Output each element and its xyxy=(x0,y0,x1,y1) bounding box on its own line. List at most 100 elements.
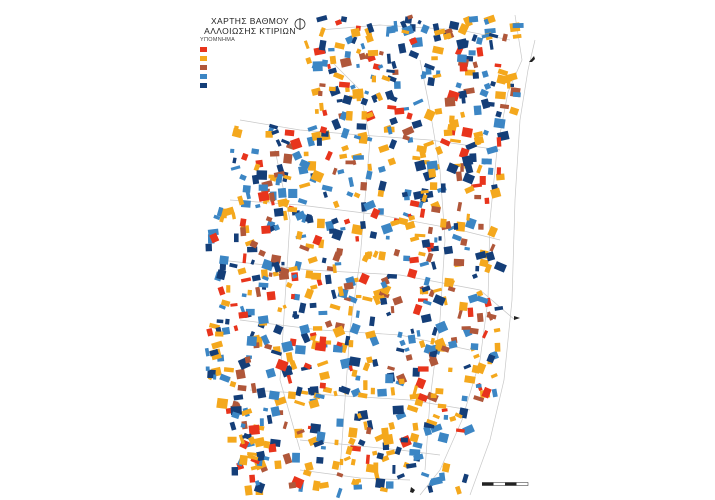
building-footprint xyxy=(345,445,353,456)
building-footprint xyxy=(351,159,357,166)
building-footprint xyxy=(298,182,311,189)
building-footprint xyxy=(230,148,235,154)
building-footprint xyxy=(270,254,282,264)
building-footprint xyxy=(312,480,321,492)
building-footprint xyxy=(374,433,384,442)
building-footprint xyxy=(349,322,361,335)
building-footprint xyxy=(449,415,457,422)
building-footprint xyxy=(350,458,356,466)
legend-heading: ΥΠΟΜΝΗΜΑ xyxy=(200,37,236,43)
building-footprint xyxy=(299,244,310,252)
building-footprint xyxy=(456,201,463,212)
building-footprint xyxy=(344,50,351,59)
building-footprint xyxy=(393,81,401,89)
building-footprint xyxy=(221,326,231,336)
building-footprint xyxy=(353,134,362,140)
building-footprint xyxy=(430,423,443,434)
building-footprint xyxy=(220,299,231,307)
building-footprint xyxy=(343,455,351,462)
building-footprint xyxy=(327,67,338,75)
building-footprint xyxy=(428,356,439,367)
building-footprint xyxy=(310,169,325,183)
building-footprint xyxy=(318,481,330,489)
building-footprint xyxy=(380,297,388,306)
building-footprint xyxy=(490,187,502,199)
building-footprint xyxy=(277,187,287,199)
building-footprint xyxy=(423,62,436,71)
building-footprint xyxy=(229,262,238,269)
building-footprint xyxy=(333,390,338,397)
building-footprint xyxy=(386,69,395,74)
building-footprint xyxy=(365,170,373,180)
building-footprint xyxy=(409,393,421,400)
building-footprint xyxy=(329,228,336,234)
building-footprint xyxy=(263,456,270,461)
building-footprint xyxy=(493,261,507,273)
building-footprint xyxy=(237,267,247,275)
building-footprint xyxy=(242,433,252,439)
building-footprint xyxy=(394,107,405,115)
building-footprint xyxy=(273,324,284,335)
building-footprint xyxy=(292,150,303,161)
building-footprint xyxy=(204,347,210,357)
building-footprint xyxy=(369,316,376,327)
building-footprint xyxy=(254,437,266,448)
building-footprint xyxy=(367,163,373,172)
building-footprint xyxy=(461,395,468,402)
building-footprint xyxy=(422,299,432,306)
building-footprint xyxy=(360,97,369,106)
building-footprint xyxy=(404,220,416,231)
building-footprint xyxy=(303,40,310,50)
building-footprint xyxy=(484,27,496,34)
building-footprint xyxy=(411,119,423,129)
building-footprint xyxy=(442,462,449,469)
building-footprint xyxy=(447,286,456,293)
building-footprint xyxy=(278,272,290,281)
building-footprint xyxy=(265,130,273,138)
building-footprint xyxy=(331,118,342,131)
building-footprint xyxy=(378,251,386,261)
building-footprint xyxy=(209,232,220,244)
building-footprint xyxy=(281,340,294,353)
building-footprint xyxy=(472,61,479,69)
building-footprint xyxy=(473,135,485,145)
building-footprint xyxy=(349,445,362,452)
building-footprint xyxy=(348,356,361,367)
building-footprint xyxy=(268,123,279,130)
building-footprint xyxy=(458,301,468,312)
building-footprint xyxy=(307,425,312,430)
building-footprint xyxy=(406,112,413,120)
building-footprint xyxy=(260,269,269,279)
building-footprint xyxy=(332,344,343,353)
building-footprint xyxy=(409,432,420,443)
building-footprint xyxy=(356,95,361,102)
building-footprint xyxy=(332,200,340,209)
building-footprint xyxy=(213,374,217,380)
building-footprint xyxy=(334,42,346,50)
building-footprint xyxy=(476,164,483,174)
building-footprint xyxy=(387,157,397,166)
building-footprint xyxy=(223,367,234,373)
building-footprint xyxy=(437,432,450,444)
building-footprint xyxy=(304,461,314,472)
building-footprint xyxy=(453,258,465,267)
building-footprint xyxy=(249,474,256,483)
building-footprint xyxy=(386,53,392,64)
building-footprint xyxy=(471,183,483,189)
building-footprint xyxy=(377,388,387,397)
building-footprint xyxy=(476,295,489,305)
building-footprint xyxy=(464,375,476,384)
building-footprint xyxy=(343,218,351,225)
building-footprint xyxy=(316,456,324,464)
building-footprint xyxy=(432,45,445,55)
building-footprint xyxy=(461,326,471,330)
building-footprint xyxy=(455,221,466,232)
building-footprint xyxy=(460,238,468,247)
building-footprint xyxy=(479,175,486,185)
building-footprint xyxy=(309,302,317,309)
building-footprint xyxy=(348,437,356,446)
building-footprint xyxy=(487,167,494,176)
building-footprint xyxy=(393,248,401,257)
building-footprint xyxy=(412,98,424,106)
